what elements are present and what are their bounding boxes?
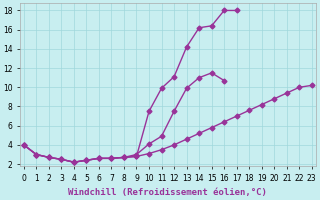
X-axis label: Windchill (Refroidissement éolien,°C): Windchill (Refroidissement éolien,°C) bbox=[68, 188, 267, 197]
